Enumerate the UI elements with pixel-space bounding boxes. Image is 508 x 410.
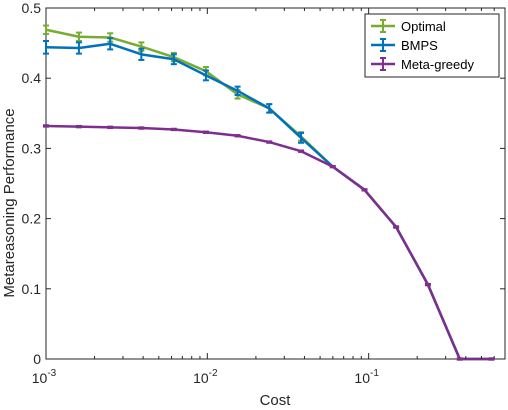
series-layer [43, 24, 495, 361]
legend-entry: Optimal [371, 19, 446, 34]
x-axis-label: Cost [260, 392, 292, 409]
legend-entry: Meta-greedy [371, 57, 474, 72]
axes-box [45, 7, 506, 360]
plot-area [45, 7, 506, 360]
legend-label: Optimal [401, 19, 446, 34]
y-tick-label: 0.3 [22, 140, 42, 156]
legend-entry: BMPS [371, 38, 438, 53]
y-tick-label: 0.1 [22, 281, 42, 297]
x-tick-exponent: -2 [209, 368, 218, 379]
y-tick-label: 0.2 [22, 211, 42, 227]
legend-label: Meta-greedy [401, 57, 474, 72]
legend-label: BMPS [401, 38, 438, 53]
y-tick-label: 0.4 [22, 70, 42, 86]
y-tick-label: 0.5 [22, 0, 42, 16]
x-tick-base: 10 [193, 370, 209, 386]
x-tick-exponent: -1 [370, 368, 379, 379]
x-tick-base: 10 [32, 370, 48, 386]
x-tick-label: 10-1 [354, 368, 379, 386]
x-tick-label: 10-2 [193, 368, 218, 386]
legend: Optimal BMPS Meta-greedy [364, 13, 500, 78]
x-tick-base: 10 [354, 370, 370, 386]
y-axis-label: Metareasoning Performance [1, 108, 18, 297]
x-tick-label: 10-3 [32, 368, 57, 386]
x-tick-exponent: -3 [47, 368, 56, 379]
ticks-layer: 00.10.20.30.40.510-3 10-2 10-1 [22, 0, 505, 386]
y-tick-label: 0 [33, 351, 41, 367]
series-meta-greedy [43, 124, 495, 361]
